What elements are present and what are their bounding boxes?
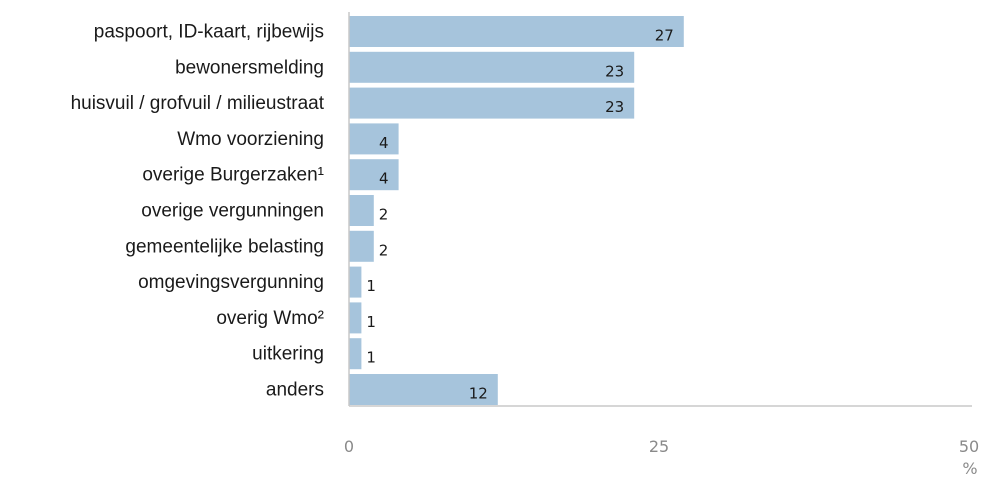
value-label: 12 xyxy=(469,385,488,403)
bar xyxy=(349,16,684,47)
bar xyxy=(349,51,635,83)
category-label: omgevingsvergunning xyxy=(138,272,324,293)
value-label: 1 xyxy=(366,277,376,295)
bar xyxy=(349,230,374,262)
category-label: overige Burgerzaken¹ xyxy=(142,165,324,186)
x-unit-label: % xyxy=(962,459,977,478)
bar xyxy=(349,87,635,119)
bar xyxy=(349,302,362,334)
category-label: overig Wmo² xyxy=(216,308,324,329)
bars-group xyxy=(349,16,684,405)
bar xyxy=(349,195,374,226)
value-label: 23 xyxy=(605,62,624,80)
value-label: 2 xyxy=(379,206,389,224)
bar xyxy=(349,123,399,155)
category-label: anders xyxy=(266,380,324,401)
category-label: bewonersmelding xyxy=(175,57,324,78)
value-label: 4 xyxy=(379,134,389,152)
x-tick-label: 25 xyxy=(649,437,669,456)
bar xyxy=(349,159,399,191)
category-label: gemeentelijke belasting xyxy=(125,236,324,257)
category-label: paspoort, ID-kaart, rijbewijs xyxy=(94,22,324,43)
category-label: Wmo voorziening xyxy=(177,129,324,150)
category-label: overige vergunningen xyxy=(141,201,324,222)
bar xyxy=(349,338,362,370)
x-tick-label: 0 xyxy=(344,437,354,456)
value-label: 2 xyxy=(379,241,389,259)
x-tick-label: 50 xyxy=(959,437,979,456)
value-label: 27 xyxy=(655,27,674,45)
bar xyxy=(349,374,498,405)
category-label: uitkering xyxy=(252,344,324,365)
category-labels: paspoort, ID-kaart, rijbewijs bewonersmel… xyxy=(71,22,325,401)
x-tick-labels: 0 25 50 xyxy=(344,437,979,456)
value-label: 1 xyxy=(366,349,376,367)
value-label: 4 xyxy=(379,170,389,188)
category-label: huisvuil / grofvuil / milieustraat xyxy=(71,93,325,114)
value-label: 1 xyxy=(366,313,376,331)
bar xyxy=(349,266,362,298)
value-label: 23 xyxy=(605,98,624,116)
